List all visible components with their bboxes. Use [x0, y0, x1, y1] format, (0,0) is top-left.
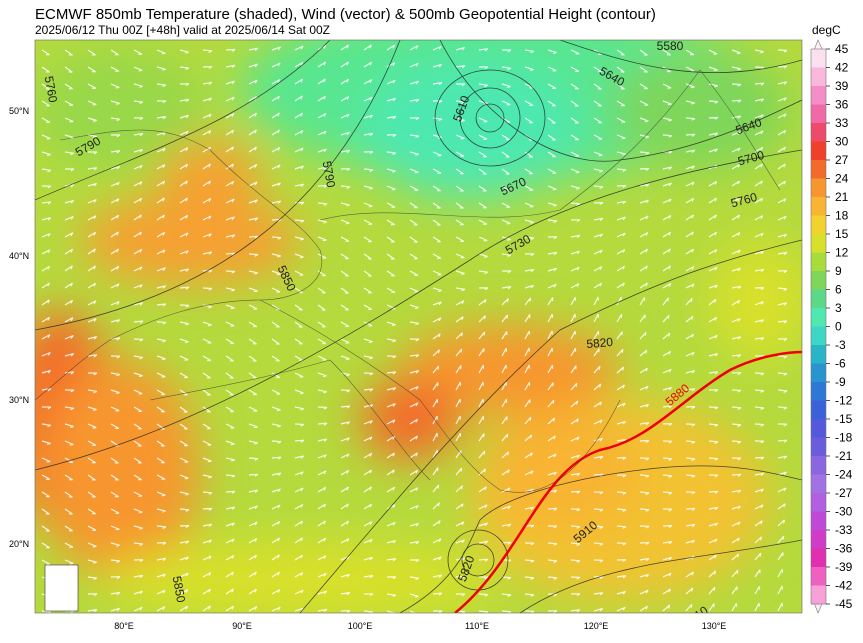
colorbar-swatch: [811, 67, 826, 87]
lon-label: 130°E: [702, 621, 727, 631]
colorbar-tick-label: -39: [835, 560, 853, 574]
colorbar-swatch: [811, 104, 826, 124]
lat-label: 20°N: [9, 539, 29, 549]
lon-label: 110°E: [465, 621, 489, 631]
colorbar-tick-label: 6: [835, 283, 842, 297]
contour-label: 5910: [681, 603, 711, 630]
lon-label: 80°E: [114, 621, 134, 631]
inset-map: [44, 564, 79, 612]
colorbar-tick-label: -15: [835, 412, 853, 426]
temperature-shading: [35, 40, 802, 613]
colorbar-tick-label: -3: [835, 338, 846, 352]
colorbar-swatch: [811, 252, 826, 272]
colorbar-swatch: [811, 123, 826, 142]
contour-label: 5760: [729, 190, 759, 211]
colorbar-swatch: [811, 382, 826, 401]
colorbar-tick-label: 36: [835, 98, 849, 112]
colorbar-swatch: [811, 456, 826, 475]
colorbar-tick-label: 27: [835, 153, 849, 167]
colorbar-tick-label: -21: [835, 449, 853, 463]
contour-label: 5790: [320, 160, 338, 189]
colorbar-tick-label: 42: [835, 61, 849, 75]
colorbar: 4542393633302724211815129630-3-6-9-12-15…: [810, 42, 853, 611]
colorbar-swatch: [811, 141, 826, 161]
contour-label: 5850: [170, 575, 188, 604]
colorbar-swatch: [811, 308, 826, 327]
colorbar-tick-label: -42: [835, 579, 853, 593]
colorbar-swatch: [811, 215, 826, 235]
colorbar-swatch: [811, 345, 826, 364]
colorbar-swatch: [811, 326, 826, 346]
colorbar-swatch: [811, 530, 826, 549]
colorbar-swatch: [811, 567, 826, 586]
colorbar-swatch: [811, 271, 826, 290]
colorbar-swatch: [811, 234, 826, 253]
contour-5880: [454, 350, 802, 613]
colorbar-swatch: [811, 178, 826, 198]
colorbar-swatch: [811, 289, 826, 309]
colorbar-swatch: [811, 400, 826, 420]
lon-labels: 80°E 90°E 100°E 110°E 120°E 130°E: [114, 621, 726, 631]
height-contours: [35, 40, 802, 613]
wind-vectors: [41, 44, 788, 613]
lon-label: 100°E: [348, 621, 373, 631]
title: ECMWF 850mb Temperature (shaded), Wind (…: [35, 6, 656, 23]
colorbar-swatch: [811, 493, 826, 512]
colorbar-tick-label: 45: [835, 42, 849, 56]
colorbar-tick-label: 30: [835, 135, 849, 149]
colorbar-swatch: [811, 548, 826, 568]
colorbar-tick-label: 33: [835, 116, 849, 130]
borders: [35, 69, 781, 493]
lat-label: 40°N: [9, 251, 29, 261]
colorbar-unit: degC: [812, 23, 841, 37]
colorbar-swatch: [811, 474, 826, 494]
colorbar-tick-label: -9: [835, 375, 846, 389]
subtitle: 2025/06/12 Thu 00Z [+48h] valid at 2025/…: [35, 23, 330, 37]
colorbar-tick-label: 15: [835, 227, 849, 241]
colorbar-tick-label: -33: [835, 523, 853, 537]
lon-label: 90°E: [232, 621, 252, 631]
lat-labels: 50°N 40°N 30°N 20°N: [9, 106, 29, 549]
map-frame: [34, 39, 803, 614]
colorbar-swatch: [811, 437, 826, 457]
colorbar-tick-label: -36: [835, 542, 853, 556]
colorbar-swatch: [811, 160, 826, 179]
colorbar-tick-label: -12: [835, 394, 853, 408]
colorbar-tick-label: -27: [835, 486, 853, 500]
colorbar-tick-label: 39: [835, 79, 849, 93]
colorbar-swatch: [811, 585, 826, 605]
lat-label: 50°N: [9, 106, 29, 116]
colorbar-tick-label: -30: [835, 505, 853, 519]
colorbar-swatch: [811, 419, 826, 438]
colorbar-tick-label: -6: [835, 357, 846, 371]
contour-label: 5700: [736, 148, 766, 169]
colorbar-tick-label: 21: [835, 190, 849, 204]
colorbar-tick-label: -45: [835, 597, 853, 611]
contour-label: 5760: [42, 75, 60, 104]
colorbar-swatch: [811, 363, 826, 383]
contour-label: 5820: [586, 335, 614, 351]
contour-label: 5580: [657, 39, 684, 53]
colorbar-tick-label: 24: [835, 172, 849, 186]
colorbar-swatch: [811, 511, 826, 531]
colorbar-tick-label: -18: [835, 431, 853, 445]
colorbar-tick-label: 18: [835, 209, 849, 223]
colorbar-tick-label: 0: [835, 320, 842, 334]
colorbar-tick-label: 9: [835, 264, 842, 278]
colorbar-swatch: [811, 197, 826, 216]
colorbar-tick-label: 3: [835, 301, 842, 315]
colorbar-tick-label: -24: [835, 468, 853, 482]
colorbar-tick-label: 12: [835, 246, 849, 260]
colorbar-swatch: [811, 86, 826, 105]
lat-label: 30°N: [9, 395, 29, 405]
lon-label: 120°E: [584, 621, 609, 631]
colorbar-swatch: [811, 49, 826, 68]
